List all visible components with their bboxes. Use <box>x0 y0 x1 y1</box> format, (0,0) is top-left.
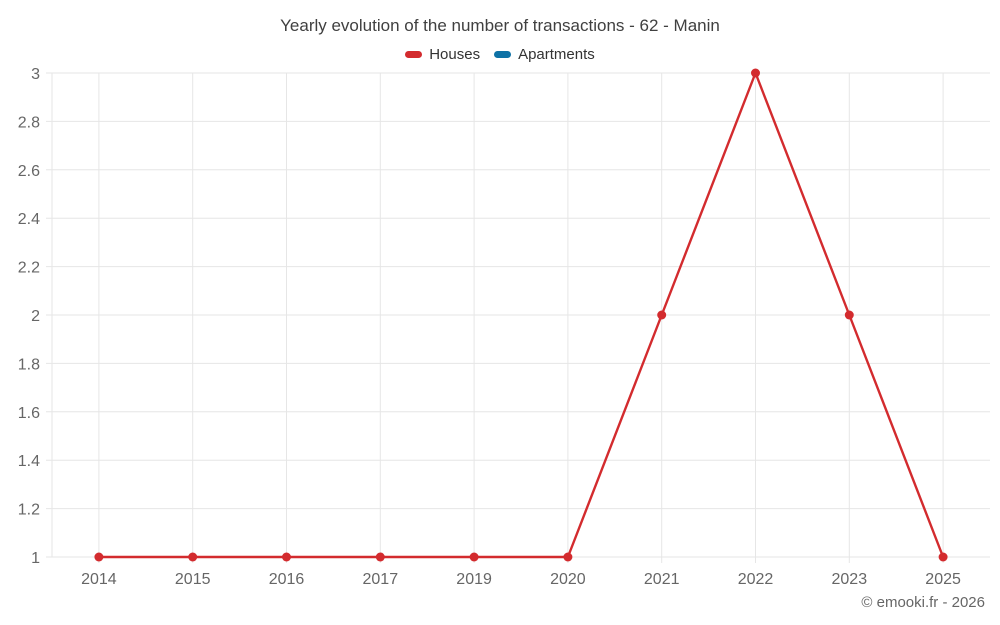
y-axis-label: 1.6 <box>18 405 40 422</box>
y-axis-label: 3 <box>31 66 40 83</box>
y-axis-label: 1.4 <box>18 453 40 470</box>
x-axis-label: 2021 <box>644 571 680 588</box>
x-axis-label: 2015 <box>175 571 211 588</box>
chart-title: Yearly evolution of the number of transa… <box>280 16 720 35</box>
y-axis-label: 1.2 <box>18 502 40 519</box>
x-axis-label: 2023 <box>832 571 868 588</box>
y-axis-label: 2.8 <box>18 114 40 131</box>
legend-item-apartments[interactable]: Apartments <box>494 46 595 63</box>
x-axis-label: 2020 <box>550 571 586 588</box>
x-axis-label: 2017 <box>363 571 399 588</box>
x-axis-label: 2019 <box>456 571 492 588</box>
legend: Houses Apartments <box>0 46 1000 63</box>
data-point-houses-2017[interactable] <box>375 552 385 562</box>
data-point-houses-2019[interactable] <box>469 552 479 562</box>
x-axis-label: 2025 <box>925 571 961 588</box>
y-axis-label: 1.8 <box>18 356 40 373</box>
data-point-houses-2020[interactable] <box>563 552 573 562</box>
x-axis-label: 2016 <box>269 571 305 588</box>
legend-swatch-houses <box>405 51 423 58</box>
data-point-houses-2014[interactable] <box>94 552 104 562</box>
y-axis-label: 2.4 <box>18 211 40 228</box>
y-axis-label: 2.6 <box>18 163 40 180</box>
data-point-houses-2022[interactable] <box>751 68 760 78</box>
x-axis-label: 2022 <box>738 571 774 588</box>
y-axis-label: 2.2 <box>18 260 40 277</box>
y-axis-label: 1 <box>31 550 40 567</box>
legend-item-houses[interactable]: Houses <box>405 46 480 63</box>
data-point-houses-2016[interactable] <box>282 552 291 562</box>
legend-swatch-apartments <box>494 51 512 58</box>
legend-label: Apartments <box>518 46 595 63</box>
data-point-houses-2025[interactable] <box>938 552 948 562</box>
credit-footer: © emooki.fr - 2026 <box>861 594 985 611</box>
data-point-houses-2015[interactable] <box>188 552 198 562</box>
legend-label: Houses <box>429 46 481 63</box>
y-axis-label: 2 <box>31 308 40 325</box>
data-point-houses-2023[interactable] <box>844 310 854 320</box>
x-axis-label: 2014 <box>81 571 117 588</box>
series-line-houses <box>97 71 945 559</box>
data-point-houses-2021[interactable] <box>657 310 667 320</box>
